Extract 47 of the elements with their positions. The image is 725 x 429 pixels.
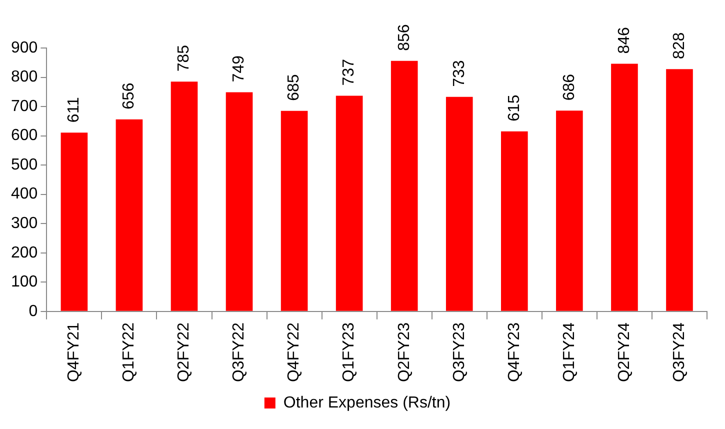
bar <box>446 96 473 311</box>
data-label: 846 <box>616 27 633 54</box>
bar <box>611 64 638 311</box>
data-label: 733 <box>450 60 468 87</box>
x-tick-label: Q2FY23 <box>396 322 413 382</box>
x-tick-label: Q2FY22 <box>176 322 193 382</box>
bar <box>390 60 418 311</box>
y-tick-label: 800 <box>10 68 38 86</box>
x-tick-label: Q1FY23 <box>340 322 358 382</box>
y-tick-label: 700 <box>10 98 38 115</box>
data-label: 737 <box>340 58 358 86</box>
y-tick-label: 600 <box>10 127 38 144</box>
x-tick-label: Q1FY22 <box>120 322 138 382</box>
y-tick-label: 300 <box>10 215 38 232</box>
bar <box>116 119 143 311</box>
data-label: 685 <box>286 74 303 101</box>
bar <box>226 92 253 311</box>
bar <box>501 131 528 311</box>
y-tick-label: 100 <box>10 274 38 291</box>
bar <box>336 96 363 311</box>
x-tick-label: Q2FY24 <box>616 322 633 382</box>
x-tick-label: Q1FY24 <box>560 322 578 382</box>
y-tick-label: 0 <box>28 302 38 320</box>
data-label: 828 <box>670 32 688 60</box>
x-tick-label: Q4FY21 <box>66 322 83 382</box>
data-label: 611 <box>66 96 83 123</box>
legend-label: Other Expenses (Rs/tn) <box>283 394 451 412</box>
y-tick-label: 400 <box>10 186 38 203</box>
bar <box>556 110 583 311</box>
x-tick-label: Q3FY24 <box>670 322 688 382</box>
data-label: 749 <box>230 55 248 82</box>
bar <box>280 110 308 311</box>
x-tick-label: Q3FY22 <box>230 322 248 382</box>
data-label: 615 <box>506 94 523 122</box>
x-tick-label: Q4FY23 <box>506 322 523 382</box>
x-tick-label: Q4FY22 <box>286 322 303 382</box>
x-tick-label: Q3FY23 <box>450 322 468 382</box>
bar <box>170 82 198 311</box>
data-label: 856 <box>396 24 413 51</box>
bar <box>60 132 88 311</box>
y-tick-label: 500 <box>10 156 38 174</box>
bar <box>666 69 693 311</box>
data-label: 656 <box>120 82 138 110</box>
y-tick-label: 200 <box>10 244 38 262</box>
y-tick-label: 900 <box>10 39 38 56</box>
data-label: 785 <box>176 44 193 72</box>
data-label: 686 <box>560 74 578 101</box>
